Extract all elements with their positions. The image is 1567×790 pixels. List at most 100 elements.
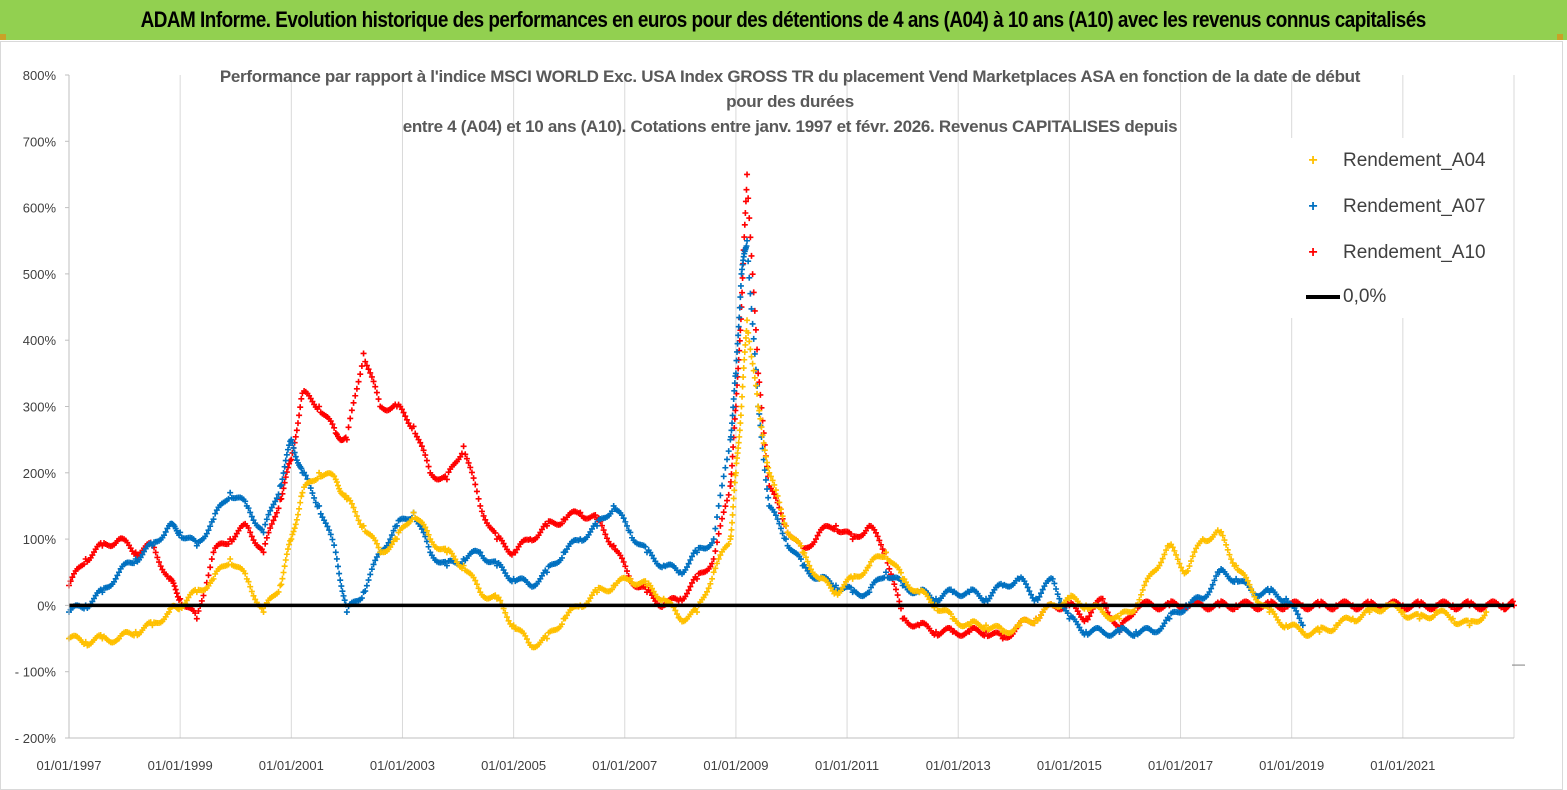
point-a04 — [1131, 607, 1138, 614]
point-a07 — [260, 529, 267, 536]
point-a07 — [627, 529, 634, 536]
point-a07 — [477, 549, 484, 556]
point-a07 — [689, 553, 696, 560]
point-a04 — [1431, 612, 1438, 619]
point-a10 — [492, 529, 499, 536]
point-a10 — [756, 379, 763, 386]
point-a04 — [353, 513, 360, 520]
point-a07 — [341, 597, 348, 604]
point-a10 — [288, 456, 295, 463]
point-a07 — [312, 499, 319, 506]
point-a07 — [358, 595, 365, 602]
point-a10 — [170, 580, 177, 587]
point-a04 — [1331, 626, 1338, 633]
point-a07 — [1296, 615, 1303, 622]
point-a07 — [242, 498, 249, 505]
point-a07 — [1266, 589, 1273, 596]
y-tick-label: 200% — [23, 466, 57, 481]
point-a10 — [892, 586, 899, 593]
point-a04 — [779, 513, 786, 520]
x-tick-label: 01/01/2005 — [481, 758, 546, 773]
point-a04 — [460, 562, 467, 569]
point-a04 — [281, 563, 288, 570]
point-a07 — [286, 442, 293, 449]
point-a10 — [260, 549, 267, 556]
point-a07 — [282, 457, 289, 464]
point-a04 — [297, 499, 304, 506]
point-a04 — [1218, 528, 1225, 535]
point-a04 — [280, 569, 287, 576]
point-a07 — [331, 542, 338, 549]
point-a10 — [737, 327, 744, 334]
point-a10 — [769, 488, 776, 495]
point-a10 — [171, 583, 178, 590]
point-a07 — [724, 456, 731, 463]
point-a07 — [866, 589, 873, 596]
point-a07 — [1028, 591, 1035, 598]
point-a07 — [112, 575, 119, 582]
point-a07 — [281, 463, 288, 470]
point-a10 — [442, 473, 449, 480]
point-a07 — [362, 588, 369, 595]
point-a10 — [744, 171, 751, 178]
point-a04 — [298, 493, 305, 500]
point-a07 — [1038, 590, 1045, 597]
point-a07 — [779, 530, 786, 537]
point-a04 — [755, 403, 762, 410]
point-a04 — [966, 622, 973, 629]
point-a10 — [477, 502, 484, 509]
point-a07 — [731, 387, 738, 394]
point-a10 — [365, 366, 372, 373]
point-a04 — [750, 367, 757, 374]
point-a04 — [1188, 558, 1195, 565]
point-a07 — [265, 511, 272, 518]
point-a10 — [258, 546, 265, 553]
point-a07 — [340, 592, 347, 599]
point-a07 — [732, 370, 739, 377]
point-a04 — [736, 433, 743, 440]
point-a10 — [208, 556, 215, 563]
point-a07 — [622, 518, 629, 525]
point-a10 — [272, 513, 279, 520]
point-a07 — [326, 527, 333, 534]
point-a04 — [712, 565, 719, 572]
point-a07 — [733, 357, 740, 364]
point-a04 — [1449, 615, 1456, 622]
point-a10 — [347, 415, 354, 422]
point-a10 — [814, 532, 821, 539]
point-a10 — [462, 451, 469, 458]
point-a04 — [751, 374, 758, 381]
point-a07 — [750, 335, 757, 342]
point-a10 — [475, 495, 482, 502]
point-a04 — [757, 415, 764, 422]
point-a10 — [205, 572, 212, 579]
y-tick-label: - 200% — [15, 731, 57, 746]
point-a10 — [832, 522, 839, 529]
banner-corner-right — [1557, 34, 1563, 40]
point-a04 — [316, 469, 323, 476]
point-a10 — [358, 363, 365, 370]
point-a07 — [288, 436, 295, 443]
x-tick-label: 01/01/1999 — [148, 758, 213, 773]
point-a04 — [373, 540, 380, 547]
point-a07 — [329, 536, 336, 543]
point-a10 — [331, 424, 338, 431]
point-a07 — [443, 562, 450, 569]
point-a04 — [769, 477, 776, 484]
point-a07 — [418, 526, 425, 533]
point-a10 — [592, 512, 599, 519]
point-a04 — [282, 557, 289, 564]
point-a04 — [1066, 595, 1073, 602]
point-a04 — [425, 531, 432, 538]
point-a04 — [97, 631, 104, 638]
point-a04 — [1243, 574, 1250, 581]
point-a07 — [149, 542, 156, 549]
point-a04 — [472, 577, 479, 584]
point-a10 — [362, 358, 369, 365]
point-a04 — [744, 317, 751, 324]
point-a10 — [422, 452, 429, 459]
point-a10 — [610, 542, 617, 549]
point-a07 — [558, 554, 565, 561]
point-a07 — [847, 584, 854, 591]
point-a07 — [712, 525, 719, 532]
